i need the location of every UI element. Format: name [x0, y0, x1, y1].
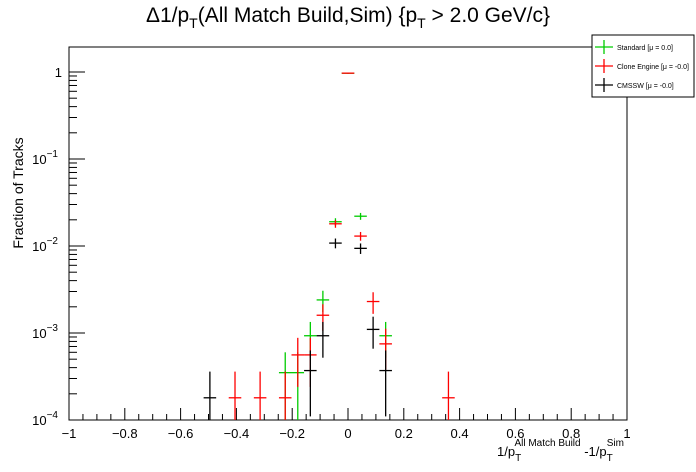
x-tick-label: −0.6 [168, 426, 194, 441]
data-point [341, 72, 355, 74]
data-point [379, 350, 392, 417]
legend-entry: CMSSW [μ = -0.0] [617, 83, 674, 90]
y-tick-label: 10−2 [32, 236, 58, 254]
data-point [228, 371, 242, 420]
legend-entry: Clone Engine [μ = -0.0] [617, 64, 689, 71]
chart-title: Δ1/pT(All Match Build,Sim) {pT > 2.0 GeV… [146, 4, 550, 31]
plot-frame [68, 46, 628, 421]
data-point [291, 337, 305, 387]
x-tick-label: 0.6 [506, 426, 524, 441]
x-tick-label: −1 [62, 426, 77, 441]
x-tick-label: −0.4 [224, 426, 250, 441]
data-point [354, 243, 367, 254]
legend-entry: Standard [μ = 0.0] [617, 45, 673, 52]
x-tick-label: 1 [623, 426, 630, 441]
data-point [278, 371, 292, 420]
x-tick-label: −0.2 [279, 426, 305, 441]
x-tick-label: 0 [344, 426, 351, 441]
data-point [442, 371, 455, 420]
data-point [366, 316, 380, 349]
data-point [354, 212, 367, 220]
data-point [329, 238, 342, 249]
y-tick-label: 1 [55, 65, 62, 80]
data-point [316, 321, 330, 358]
data-point [366, 292, 380, 314]
data-point [203, 371, 217, 420]
y-tick-label: 10−4 [32, 410, 58, 428]
legend: Standard [μ = 0.0] Clone Engine [μ = -0.0… [591, 34, 695, 98]
data-point [329, 220, 342, 228]
x-tick-label: 0.2 [395, 426, 413, 441]
x-axis-label: 1/pTAll Match Build -1/pTSim [497, 438, 624, 464]
data-point [304, 350, 317, 417]
y-tick-label: 10−1 [32, 149, 58, 167]
x-tick-label: 0.8 [562, 426, 580, 441]
y-axis-label: Fraction of Tracks [10, 137, 26, 248]
data-point [354, 231, 367, 241]
x-tick-label: 0.4 [451, 426, 469, 441]
x-tick-label: −0.8 [112, 426, 138, 441]
data-point [253, 371, 267, 420]
y-tick-label: 10−3 [32, 323, 58, 341]
